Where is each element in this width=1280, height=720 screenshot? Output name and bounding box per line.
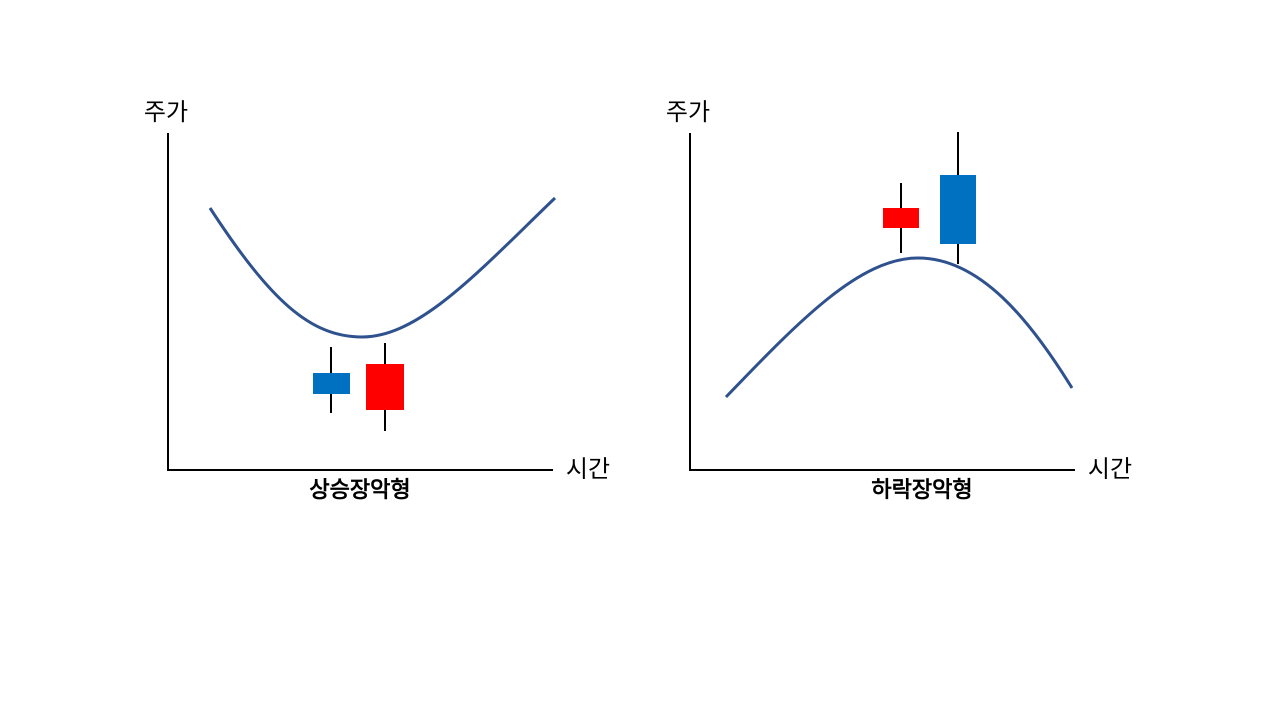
price-curve [724,256,1074,399]
x-axis-label: 시간 [566,455,610,483]
candle-body [883,208,919,228]
caption: 상승장악형 [309,478,410,503]
y-axis-label: 주가 [666,98,710,126]
y-axis-label: 주가 [144,98,188,126]
candle-body [366,364,404,410]
panel-bullish: 주가 시간 상승장악형 [144,98,610,503]
candle-body [940,175,976,244]
candle-body [313,373,350,394]
x-axis-label: 시간 [1088,455,1132,483]
price-curve [208,196,557,339]
caption: 하락장악형 [871,478,972,503]
panel-bearish: 주가 시간 하락장악형 [666,98,1132,503]
